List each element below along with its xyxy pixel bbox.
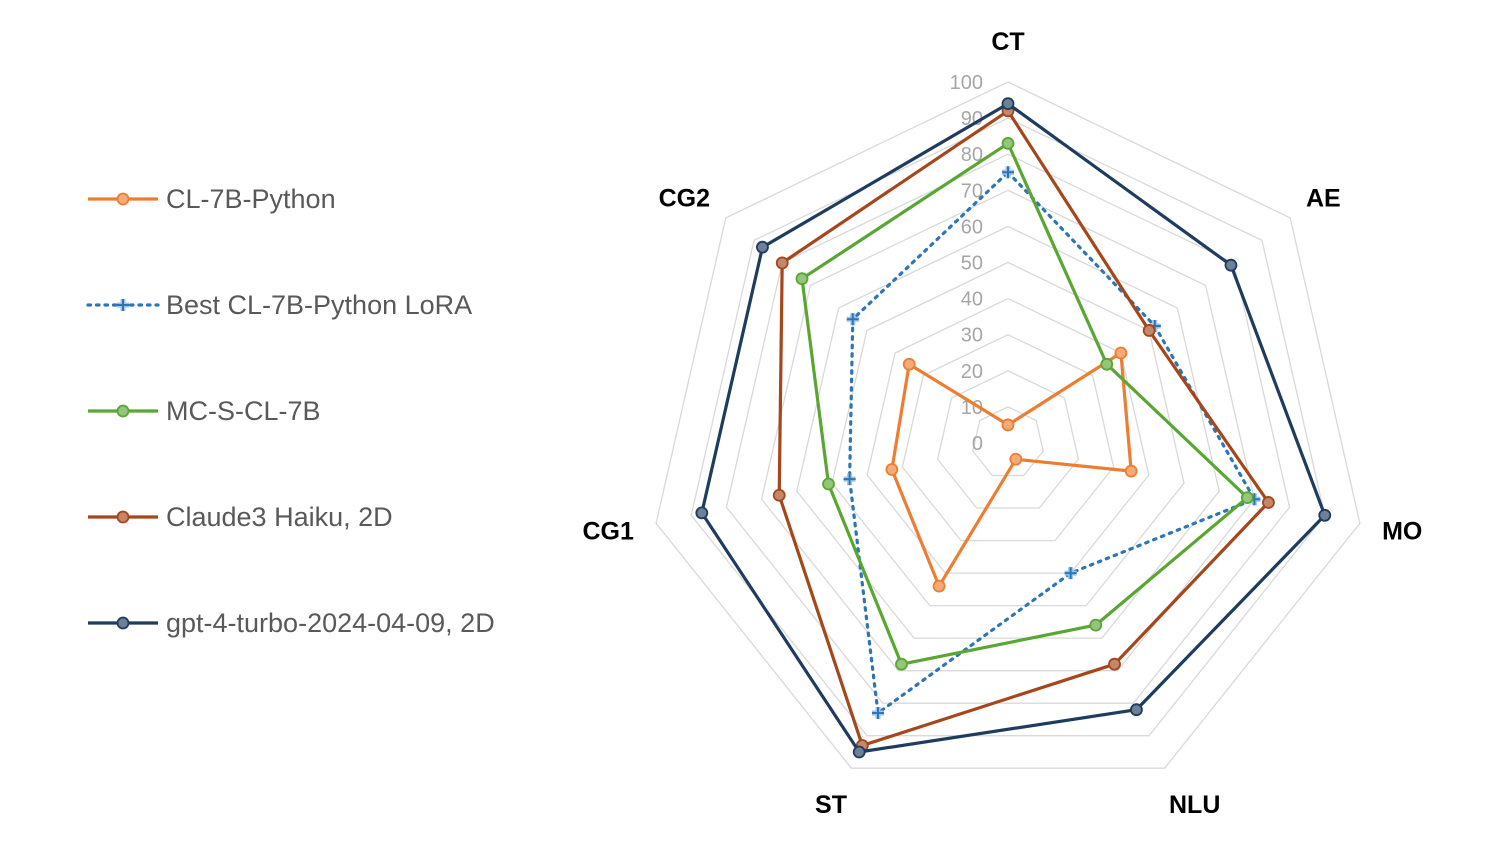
- grid-ring: [936, 370, 1080, 509]
- legend-entry: Best CL-7B-Python LoRA: [86, 290, 472, 320]
- data-point: [852, 745, 866, 759]
- tick-label: 90: [961, 108, 983, 130]
- legend-marker: [117, 299, 129, 311]
- legend: CL-7B-Python Best CL-7B-Python LoRA MC-S-C…: [86, 184, 495, 638]
- data-point: [846, 313, 859, 326]
- grid-ring: [725, 153, 1291, 704]
- radial-tick-labels: 0 10 20 30 40 50 60 70 80 90 100: [950, 72, 983, 455]
- tick-label: 30: [961, 325, 983, 347]
- axis-label-st: ST: [815, 791, 847, 819]
- data-point: [756, 240, 769, 254]
- data-point: [885, 463, 899, 476]
- data-point: [1114, 346, 1128, 360]
- data-point: [932, 579, 946, 593]
- series-line: [777, 109, 1271, 748]
- data-point: [1108, 657, 1121, 671]
- data-point: [772, 488, 786, 502]
- data-point: [1240, 491, 1254, 505]
- grid-ring: [760, 189, 1256, 672]
- legend-marker: [116, 192, 130, 206]
- tick-label: 0: [972, 433, 983, 455]
- data-point: [1100, 357, 1114, 371]
- tick-label: 50: [961, 253, 983, 275]
- grid-ring: [831, 261, 1185, 607]
- tick-label: 20: [961, 361, 983, 383]
- legend-marker: [116, 404, 130, 418]
- data-point: [1089, 618, 1103, 632]
- data-point: [695, 506, 709, 520]
- tick-label: 100: [950, 72, 983, 94]
- legend-marker: [116, 510, 130, 524]
- data-point: [1001, 418, 1015, 432]
- data-point: [902, 357, 916, 371]
- series-2: [843, 166, 1261, 719]
- series-5: [695, 97, 1332, 759]
- legend-entry: MC-S-CL-7B: [88, 396, 321, 426]
- data-point: [795, 272, 809, 286]
- axis-labels: CT AE MO NLU ST CG1 CG2: [582, 28, 1422, 819]
- axis-label-nlu: NLU: [1169, 791, 1220, 819]
- series-layer: [695, 97, 1332, 759]
- data-point: [871, 706, 884, 719]
- grid-ring: [796, 225, 1220, 639]
- grid-ring: [972, 406, 1044, 477]
- data-point: [1009, 452, 1023, 466]
- legend-label: Claude3 Haiku, 2D: [166, 502, 393, 532]
- grid-ring: [690, 117, 1326, 737]
- legend-label: gpt-4-turbo-2024-04-09, 2D: [166, 608, 495, 638]
- axis-label-ct: CT: [991, 28, 1024, 56]
- data-point: [1318, 508, 1332, 522]
- data-point: [1064, 567, 1077, 580]
- legend-entry: CL-7B-Python: [88, 184, 336, 214]
- legend-label: MC-S-CL-7B: [166, 396, 321, 426]
- legend-entry: gpt-4-turbo-2024-04-09, 2D: [88, 608, 495, 638]
- data-point: [775, 256, 789, 270]
- legend-label: Best CL-7B-Python LoRA: [166, 290, 472, 320]
- data-point: [1002, 166, 1014, 179]
- axis-label-ae: AE: [1306, 184, 1341, 212]
- data-point: [843, 473, 856, 486]
- grid-ring: [655, 81, 1361, 769]
- series-line: [800, 141, 1249, 666]
- data-point: [1130, 703, 1143, 717]
- data-point: [1001, 97, 1015, 111]
- radar-grid: [655, 81, 1361, 769]
- data-point: [1001, 136, 1015, 150]
- data-point: [1142, 324, 1156, 337]
- series-line: [700, 102, 1327, 754]
- series-line: [890, 351, 1133, 588]
- tick-label: 10: [961, 397, 983, 419]
- axis-label-cg1: CG1: [582, 518, 634, 546]
- legend-marker: [116, 616, 130, 630]
- grid-ring: [866, 297, 1150, 574]
- data-point: [1124, 464, 1138, 478]
- legend-label: CL-7B-Python: [166, 184, 336, 214]
- series-3: [795, 136, 1254, 671]
- series-1: [885, 346, 1138, 593]
- axis-label-cg2: CG2: [659, 184, 710, 212]
- data-point: [1262, 496, 1275, 509]
- data-point: [1248, 493, 1261, 506]
- tick-label: 60: [961, 216, 983, 238]
- tick-label: 70: [961, 180, 983, 202]
- grid-ring: [901, 333, 1115, 542]
- axis-label-mo: MO: [1382, 518, 1422, 546]
- data-point: [895, 657, 908, 671]
- data-point: [822, 477, 835, 491]
- tick-label: 40: [961, 289, 983, 311]
- series-line: [847, 170, 1257, 715]
- series-4: [772, 104, 1275, 752]
- data-point: [1224, 258, 1238, 272]
- tick-label: 80: [961, 144, 983, 166]
- legend-entry: Claude3 Haiku, 2D: [88, 502, 393, 532]
